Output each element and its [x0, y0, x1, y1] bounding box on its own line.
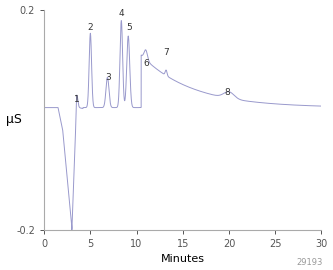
Text: 1: 1	[74, 95, 80, 104]
Text: 8: 8	[224, 87, 230, 97]
Text: 29193: 29193	[297, 258, 323, 267]
Text: 2: 2	[88, 23, 93, 32]
Text: 4: 4	[119, 9, 124, 18]
Text: 3: 3	[105, 73, 111, 82]
Text: 7: 7	[163, 48, 169, 57]
Y-axis label: μS: μS	[6, 113, 21, 126]
X-axis label: Minutes: Minutes	[161, 254, 205, 264]
Text: 5: 5	[126, 23, 132, 32]
Text: 6: 6	[143, 59, 149, 68]
